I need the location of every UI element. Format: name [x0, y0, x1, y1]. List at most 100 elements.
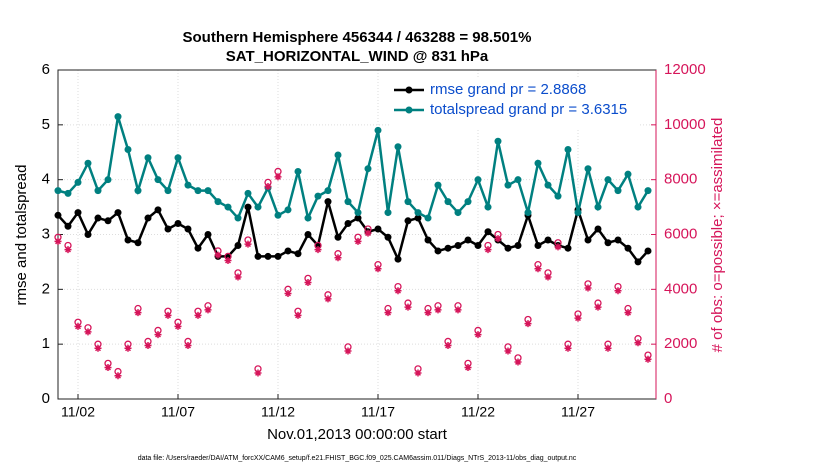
point	[224, 203, 232, 211]
point	[614, 236, 622, 244]
point	[64, 189, 72, 197]
point	[254, 252, 262, 260]
point	[454, 241, 462, 249]
point	[404, 198, 412, 206]
point	[524, 209, 532, 217]
point	[194, 244, 202, 252]
point	[334, 151, 342, 159]
x-tick-label: 11/17	[361, 404, 395, 420]
point	[84, 159, 92, 167]
point	[264, 252, 272, 260]
point	[54, 211, 62, 219]
point	[124, 236, 132, 244]
point	[144, 342, 152, 350]
point	[514, 241, 522, 249]
point	[294, 311, 302, 319]
point	[244, 203, 252, 211]
point	[314, 246, 322, 254]
point	[494, 137, 502, 145]
point	[534, 265, 542, 273]
point	[374, 265, 382, 273]
point	[354, 209, 362, 217]
point	[484, 228, 492, 236]
point	[314, 192, 322, 200]
point	[234, 273, 242, 281]
point	[334, 233, 342, 241]
point	[394, 255, 402, 263]
point	[364, 165, 372, 173]
point	[74, 178, 82, 186]
point	[354, 237, 362, 245]
point	[384, 309, 392, 317]
point	[484, 246, 492, 254]
point	[104, 217, 112, 225]
point	[214, 251, 222, 259]
point	[644, 355, 652, 363]
point	[304, 214, 312, 222]
point	[74, 209, 82, 217]
point	[114, 209, 122, 217]
point	[134, 187, 142, 195]
point	[374, 126, 382, 134]
point	[274, 252, 282, 260]
point	[464, 363, 472, 371]
point	[564, 344, 572, 352]
x-tick-label: 11/22	[461, 404, 495, 420]
point	[534, 241, 542, 249]
point	[634, 258, 642, 266]
point	[324, 198, 332, 206]
point	[594, 203, 602, 211]
point	[434, 247, 442, 255]
legend-marker	[405, 106, 413, 114]
point	[204, 306, 212, 314]
point	[504, 347, 512, 355]
series-line	[57, 201, 649, 264]
y-tick-label: 2	[42, 280, 50, 297]
point	[384, 209, 392, 217]
point	[244, 240, 252, 248]
point	[334, 254, 342, 262]
point	[364, 229, 372, 237]
point	[164, 187, 172, 195]
point	[84, 328, 92, 336]
point	[144, 214, 152, 222]
point	[124, 344, 132, 352]
y-tick-label: 4	[42, 171, 50, 188]
point	[454, 306, 462, 314]
point	[254, 369, 262, 377]
point	[114, 113, 122, 121]
point	[524, 320, 532, 328]
point	[194, 311, 202, 319]
point	[154, 176, 162, 184]
point	[644, 247, 652, 255]
point	[464, 236, 472, 244]
point	[384, 233, 392, 241]
y2-tick-label: 6000	[664, 225, 697, 242]
point	[94, 344, 102, 352]
point	[634, 203, 642, 211]
point	[54, 187, 62, 195]
point	[614, 287, 622, 295]
x-tick-label: 11/27	[561, 404, 595, 420]
y-tick-label: 3	[42, 225, 50, 242]
chart-subtitle: SAT_HORIZONTAL_WIND @ 831 hPa	[226, 48, 489, 65]
legend-marker	[405, 86, 413, 94]
point	[204, 231, 212, 238]
point	[114, 372, 122, 380]
point	[324, 187, 332, 195]
point	[124, 146, 132, 154]
point	[544, 236, 552, 244]
point	[544, 181, 552, 189]
point	[614, 187, 622, 195]
point	[414, 214, 422, 222]
point	[424, 309, 432, 317]
point	[584, 236, 592, 244]
point	[214, 198, 222, 206]
point	[294, 167, 302, 175]
x-tick-label: 11/12	[261, 404, 295, 420]
point	[194, 187, 202, 195]
point	[504, 181, 512, 189]
point	[94, 187, 102, 195]
point	[584, 284, 592, 292]
point	[234, 241, 242, 249]
